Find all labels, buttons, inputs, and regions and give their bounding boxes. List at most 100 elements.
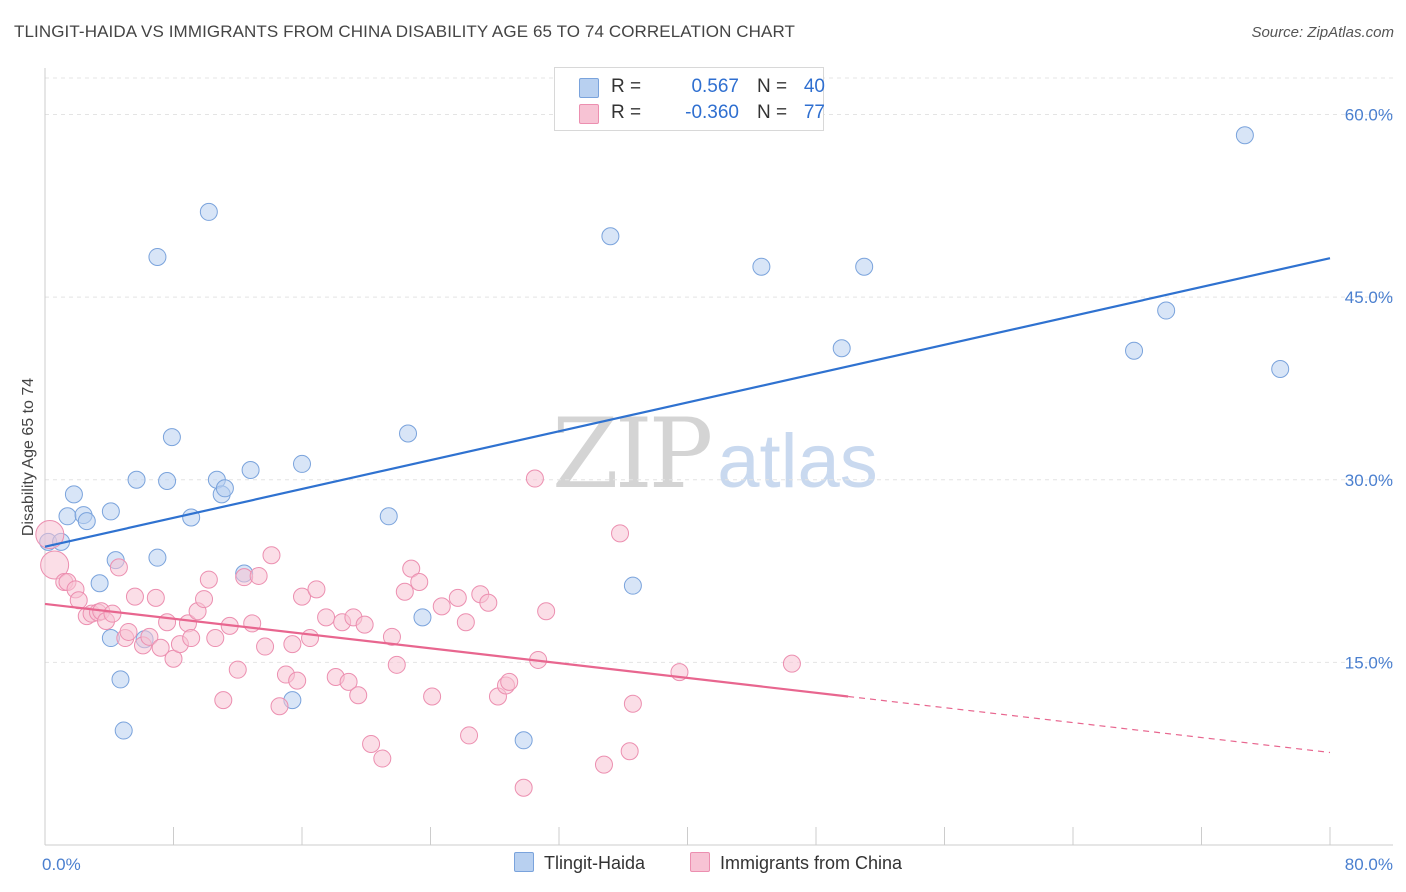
- y-tick-label: 60.0%: [1345, 106, 1393, 125]
- data-point: [339, 672, 358, 691]
- data-point: [114, 721, 133, 740]
- data-point: [111, 670, 130, 689]
- data-point: [199, 570, 218, 589]
- data-point: [283, 635, 302, 654]
- data-point: [395, 582, 414, 601]
- stats-legend: R = 0.567 N = 40 R = -0.360 N = 77: [554, 67, 825, 131]
- data-point: [623, 576, 642, 595]
- data-point: [77, 512, 96, 531]
- data-point: [413, 608, 432, 627]
- data-point: [782, 654, 801, 673]
- data-point: [64, 485, 83, 504]
- data-point: [514, 778, 533, 797]
- data-point: [270, 697, 289, 716]
- data-point: [500, 672, 519, 691]
- x-tick-label: 0.0%: [42, 855, 81, 874]
- data-point: [262, 546, 281, 565]
- n-label: N =: [757, 102, 788, 123]
- data-point: [525, 469, 544, 488]
- data-point: [537, 602, 556, 621]
- data-point: [460, 726, 479, 745]
- data-point: [58, 507, 77, 526]
- trend-line: [44, 257, 1331, 548]
- source-credit: Source: ZipAtlas.com: [1251, 24, 1394, 41]
- r-value: -0.360: [685, 102, 739, 123]
- data-points: [35, 126, 1290, 797]
- data-point: [158, 471, 177, 490]
- data-point: [1157, 301, 1176, 320]
- watermark-atlas: atlas: [717, 419, 878, 504]
- data-point: [379, 507, 398, 526]
- data-point: [140, 627, 159, 646]
- data-point: [623, 694, 642, 713]
- data-point: [249, 566, 268, 585]
- watermark-zip: ZIP: [552, 398, 713, 510]
- bottom-legend-label: Immigrants from China: [720, 853, 903, 873]
- data-point: [594, 755, 613, 774]
- r-value: 0.567: [691, 76, 739, 97]
- data-point: [832, 339, 851, 358]
- data-point: [35, 520, 65, 550]
- bottom-legend-swatch-blue: [514, 852, 534, 872]
- data-point: [182, 629, 201, 648]
- trend-line: [44, 602, 849, 698]
- data-point: [448, 588, 467, 607]
- data-point: [101, 502, 120, 521]
- data-point: [146, 588, 165, 607]
- data-point: [410, 573, 429, 592]
- data-point: [119, 622, 138, 641]
- data-point: [373, 749, 392, 768]
- r-label: R =: [611, 76, 642, 97]
- data-point: [214, 691, 233, 710]
- data-point: [362, 734, 381, 753]
- data-point: [241, 461, 260, 480]
- data-point: [148, 548, 167, 567]
- data-point: [307, 580, 326, 599]
- data-point: [199, 202, 218, 221]
- data-point: [90, 574, 109, 593]
- data-point: [228, 660, 247, 679]
- data-point: [151, 638, 170, 657]
- data-point: [399, 424, 418, 443]
- data-point: [148, 247, 167, 266]
- data-point: [1125, 341, 1144, 360]
- data-point: [195, 590, 214, 609]
- bottom-legend-label: Tlingit-Haida: [544, 853, 646, 873]
- data-point: [288, 671, 307, 690]
- data-point: [423, 687, 442, 706]
- legend-swatch-blue: [579, 78, 599, 98]
- data-point: [162, 428, 181, 447]
- watermark: ZIP atlas: [552, 398, 878, 510]
- data-point: [206, 629, 225, 648]
- data-point: [355, 615, 374, 634]
- n-label: N =: [757, 76, 788, 97]
- chart-title: TLINGIT-HAIDA VS IMMIGRANTS FROM CHINA D…: [14, 22, 796, 41]
- data-point: [601, 227, 620, 246]
- data-point: [456, 613, 475, 632]
- data-point: [317, 608, 336, 627]
- data-point: [349, 686, 368, 705]
- data-point: [387, 655, 406, 674]
- data-point: [479, 593, 498, 612]
- bottom-legend-immigrants-from-china: Immigrants from China: [690, 852, 902, 876]
- data-point: [293, 454, 311, 473]
- y-tick-label: 45.0%: [1345, 288, 1393, 307]
- data-point: [293, 587, 311, 606]
- data-point: [127, 470, 146, 489]
- data-point: [301, 629, 320, 648]
- data-point: [432, 597, 451, 616]
- data-point: [611, 524, 630, 543]
- data-point: [125, 587, 144, 606]
- data-point: [40, 550, 70, 580]
- y-tick-label: 15.0%: [1345, 653, 1393, 672]
- x-tick-label: 80.0%: [1345, 855, 1393, 874]
- trend-line-extension: [848, 695, 1331, 754]
- data-point: [752, 257, 771, 276]
- data-point: [1235, 126, 1254, 145]
- data-point: [1271, 359, 1290, 378]
- bottom-legend-swatch-pink: [690, 852, 710, 872]
- n-value: 40: [803, 76, 825, 97]
- data-point: [855, 257, 874, 276]
- y-axis-label: Disability Age 65 to 74: [20, 378, 37, 536]
